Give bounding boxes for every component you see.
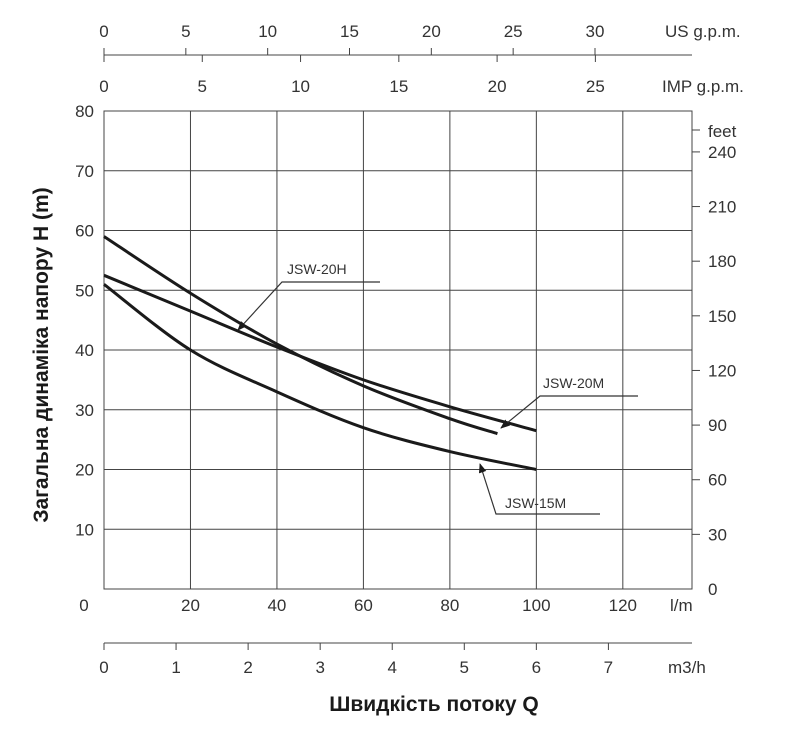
x-tick-label: 60 bbox=[354, 596, 373, 615]
m3h-unit-label: m3/h bbox=[668, 658, 706, 677]
imp-gpm-tick-label: 5 bbox=[198, 77, 207, 96]
m3h-tick-label: 6 bbox=[532, 658, 541, 677]
us-gpm-tick-label: 30 bbox=[586, 22, 605, 41]
head-feet-axis: 0 30 60 90 120 150 180 210 240 feet bbox=[692, 122, 737, 599]
feet-tick-label: 30 bbox=[708, 525, 727, 544]
y-tick-label: 10 bbox=[75, 520, 94, 539]
feet-tick-label: 150 bbox=[708, 307, 736, 326]
m3h-tick-label: 3 bbox=[315, 658, 324, 677]
curve-labels: JSW-20H JSW-20M JSW-15M bbox=[237, 261, 638, 515]
imp-gpm-tick-label: 10 bbox=[291, 77, 310, 96]
feet-tick-label: 120 bbox=[708, 361, 736, 380]
feet-tick-label: 0 bbox=[708, 580, 717, 599]
x-axis-title: Швидкість потоку Q bbox=[329, 693, 539, 716]
x-tick-label: 100 bbox=[522, 596, 550, 615]
curve-jsw-20m bbox=[103, 273, 537, 433]
x-tick-label: 0 bbox=[79, 596, 88, 615]
leader-jsw-15m bbox=[478, 463, 600, 515]
y-tick-label: 30 bbox=[75, 401, 94, 420]
feet-tick-label: 240 bbox=[708, 143, 736, 162]
plot-grid bbox=[103, 110, 693, 590]
feet-tick-label: 60 bbox=[708, 471, 727, 490]
series-label-jsw-20m: JSW-20M bbox=[543, 375, 604, 391]
feet-tick-label: 180 bbox=[708, 252, 736, 271]
y-tick-label: 20 bbox=[75, 461, 94, 480]
x-unit-label: l/m bbox=[670, 596, 693, 615]
us-gpm-tick-label: 25 bbox=[504, 22, 523, 41]
us-gpm-tick-label: 0 bbox=[99, 22, 108, 41]
us-gpm-unit-label: US g.p.m. bbox=[665, 22, 741, 41]
feet-unit-label: feet bbox=[708, 122, 737, 141]
y-tick-label: 40 bbox=[75, 341, 94, 360]
x-tick-label: 20 bbox=[181, 596, 200, 615]
series-label-jsw-15m: JSW-15M bbox=[505, 495, 566, 511]
head-m-axis: 10 20 30 40 50 60 70 80 bbox=[75, 102, 94, 539]
m3h-tick-label: 5 bbox=[460, 658, 469, 677]
x-tick-label: 80 bbox=[440, 596, 459, 615]
curve-jsw-15m bbox=[103, 283, 537, 471]
us-gpm-tick-label: 10 bbox=[258, 22, 277, 41]
series-label-jsw-20h: JSW-20H bbox=[287, 261, 347, 277]
y-tick-label: 80 bbox=[75, 102, 94, 121]
leader-jsw-20m bbox=[500, 395, 638, 429]
top-axes: 0 5 10 15 20 25 30 US g.p.m. 0 5 10 15 20 25 IMP g.p.m… bbox=[99, 22, 744, 96]
leader-jsw-20h bbox=[237, 281, 380, 331]
x-tick-label: 120 bbox=[609, 596, 637, 615]
flow-m3h-axis: 0 1 2 3 4 5 6 7 m3/h bbox=[99, 642, 706, 677]
flow-lpm-axis: 20 40 60 80 100 120 0 l/m bbox=[79, 596, 692, 615]
imp-gpm-tick-label: 0 bbox=[99, 77, 108, 96]
m3h-tick-label: 7 bbox=[604, 658, 613, 677]
feet-tick-label: 210 bbox=[708, 198, 736, 217]
imp-gpm-tick-label: 20 bbox=[488, 77, 507, 96]
x-tick-label: 40 bbox=[267, 596, 286, 615]
m3h-tick-label: 1 bbox=[171, 658, 180, 677]
m3h-tick-label: 2 bbox=[243, 658, 252, 677]
feet-tick-label: 90 bbox=[708, 416, 727, 435]
y-axis-title: Загальна динаміка напору H (m) bbox=[30, 187, 53, 522]
y-tick-label: 50 bbox=[75, 281, 94, 300]
us-gpm-tick-label: 20 bbox=[422, 22, 441, 41]
imp-gpm-unit-label: IMP g.p.m. bbox=[662, 77, 744, 96]
us-gpm-tick-label: 15 bbox=[340, 22, 359, 41]
y-tick-label: 70 bbox=[75, 162, 94, 181]
us-gpm-tick-label: 5 bbox=[181, 22, 190, 41]
m3h-tick-label: 4 bbox=[388, 658, 397, 677]
pump-curves bbox=[103, 235, 537, 471]
imp-gpm-tick-label: 25 bbox=[586, 77, 605, 96]
imp-gpm-tick-label: 15 bbox=[389, 77, 408, 96]
y-tick-label: 60 bbox=[75, 222, 94, 241]
m3h-tick-label: 0 bbox=[99, 658, 108, 677]
